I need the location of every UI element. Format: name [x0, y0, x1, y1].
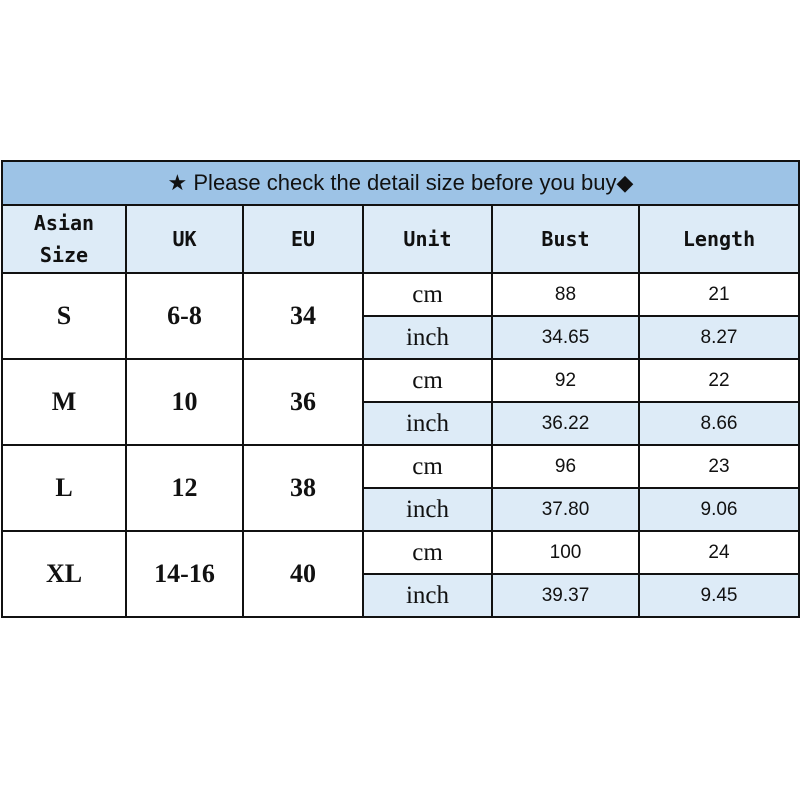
- header-eu: EU: [242, 204, 364, 274]
- bust-cell: 92: [491, 358, 640, 403]
- bust-cell: 39.37: [491, 573, 640, 618]
- table-row: L 12 38 cm 96 23: [1, 444, 800, 532]
- length-cell: 8.66: [638, 401, 800, 446]
- table-row: S 6-8 34 cm 88 21: [1, 272, 800, 360]
- table-row: M 10 36 cm 92 22: [1, 358, 800, 446]
- unit-cell: cm: [362, 444, 493, 489]
- bust-cell: 88: [491, 272, 640, 317]
- length-cell: 8.27: [638, 315, 800, 360]
- eu-size-cell: 36: [242, 358, 364, 446]
- bust-cell: 37.80: [491, 487, 640, 532]
- eu-size-cell: 38: [242, 444, 364, 532]
- table-row: inch 37.80 9.06: [2, 487, 800, 532]
- header-unit: Unit: [362, 204, 493, 274]
- uk-size-cell: 10: [125, 358, 244, 446]
- uk-size-cell: 6-8: [125, 272, 244, 360]
- length-cell: 9.06: [638, 487, 800, 532]
- uk-size-cell: 12: [125, 444, 244, 532]
- bust-cell: 36.22: [491, 401, 640, 446]
- length-cell: 24: [638, 530, 800, 575]
- header-asian-size: Asian Size: [1, 204, 127, 274]
- unit-cell: inch: [362, 315, 493, 360]
- uk-size-cell: 14-16: [125, 530, 244, 618]
- asian-size-cell: L: [1, 444, 127, 532]
- table-row: inch 36.22 8.66: [2, 401, 800, 446]
- size-chart-table: ★ Please check the detail size before yo…: [1, 160, 800, 618]
- unit-cell: cm: [362, 358, 493, 403]
- table-row: inch 34.65 8.27: [2, 315, 800, 360]
- unit-cell: inch: [362, 573, 493, 618]
- unit-cell: cm: [362, 530, 493, 575]
- unit-cell: inch: [362, 487, 493, 532]
- eu-size-cell: 40: [242, 530, 364, 618]
- eu-size-cell: 34: [242, 272, 364, 360]
- bust-cell: 96: [491, 444, 640, 489]
- header-asian-line2: Size: [39, 243, 89, 267]
- asian-size-cell: XL: [1, 530, 127, 618]
- header-row: Asian Size UK EU Unit Bust Length: [1, 204, 800, 274]
- table-row: XL 14-16 40 cm 100 24: [1, 530, 800, 618]
- asian-size-cell: S: [1, 272, 127, 360]
- header-bust: Bust: [491, 204, 640, 274]
- header-length: Length: [638, 204, 800, 274]
- bust-cell: 100: [491, 530, 640, 575]
- unit-cell: cm: [362, 272, 493, 317]
- header-uk: UK: [125, 204, 244, 274]
- header-asian-line1: Asian: [33, 211, 95, 235]
- length-cell: 22: [638, 358, 800, 403]
- length-cell: 23: [638, 444, 800, 489]
- length-cell: 9.45: [638, 573, 800, 618]
- unit-cell: inch: [362, 401, 493, 446]
- asian-size-cell: M: [1, 358, 127, 446]
- bust-cell: 34.65: [491, 315, 640, 360]
- table-title: ★ Please check the detail size before yo…: [1, 160, 800, 206]
- table-row: inch 39.37 9.45: [2, 573, 800, 618]
- length-cell: 21: [638, 272, 800, 317]
